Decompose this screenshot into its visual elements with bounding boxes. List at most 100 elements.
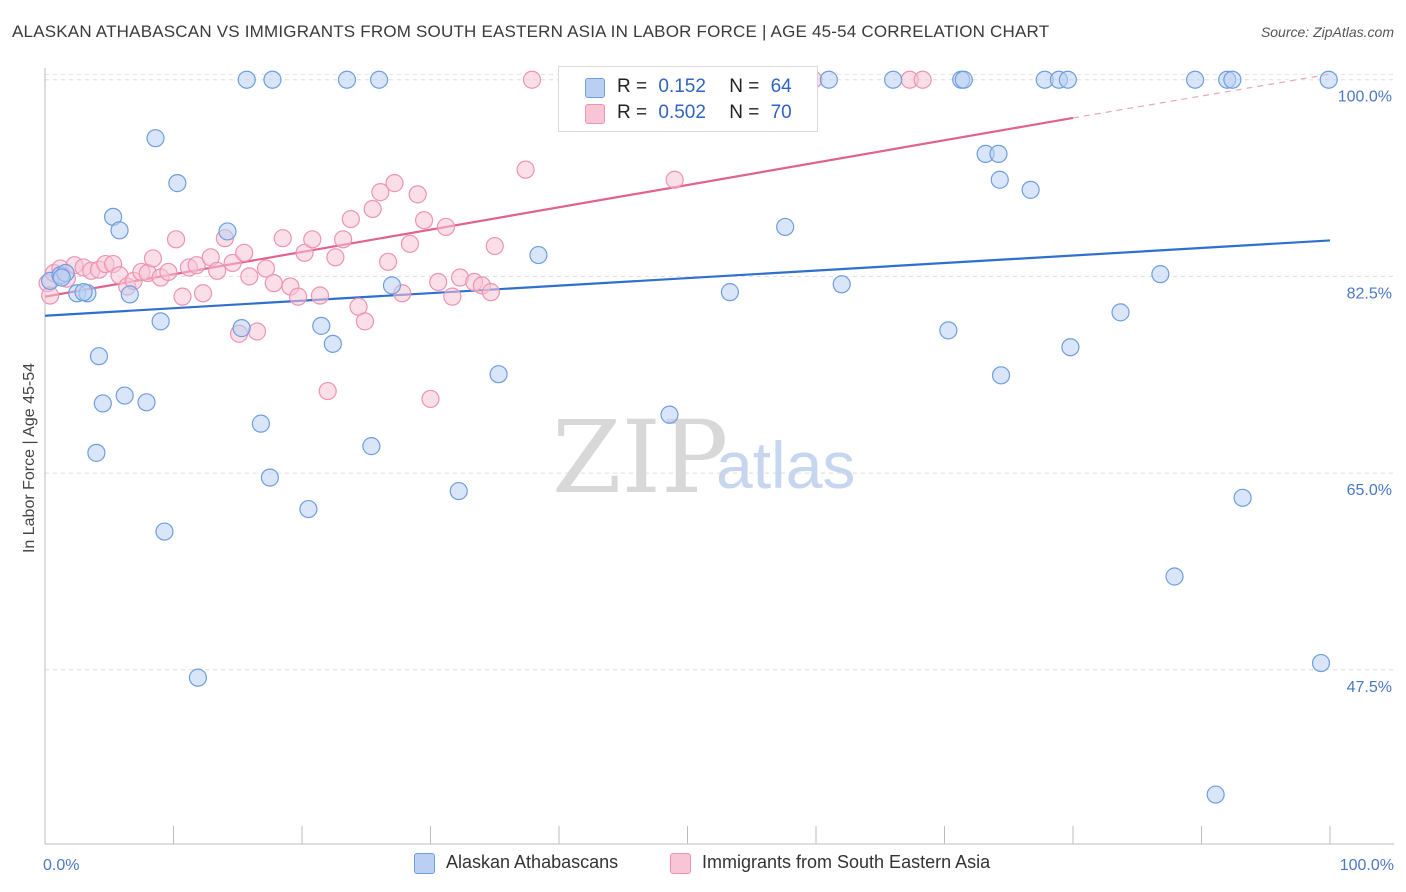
data-point — [660, 405, 679, 424]
data-point — [52, 268, 71, 287]
data-point — [264, 274, 283, 293]
data-point — [522, 70, 542, 89]
data-point — [137, 393, 156, 412]
data-point — [436, 217, 456, 237]
legend-n-value: 70 — [770, 102, 792, 123]
data-point — [485, 236, 504, 256]
data-point — [155, 522, 174, 541]
y-tick-label: 47.5% — [1347, 679, 1392, 696]
legend-swatch-pink — [670, 853, 691, 874]
data-point — [168, 174, 187, 193]
data-point — [188, 668, 208, 687]
y-tick-label: 65.0% — [1347, 482, 1392, 499]
data-point — [166, 230, 186, 249]
legend-n-value: 64 — [770, 76, 792, 97]
legend-swatch-pink — [585, 104, 605, 124]
data-point — [159, 262, 178, 282]
data-point — [370, 70, 389, 89]
data-point — [334, 230, 353, 249]
data-point — [776, 217, 795, 237]
data-point — [187, 256, 206, 275]
data-point — [1311, 653, 1331, 673]
data-point — [382, 276, 402, 295]
data-point — [443, 287, 462, 306]
data-point — [208, 261, 227, 280]
data-point — [120, 285, 139, 304]
data-point — [223, 253, 242, 273]
data-point — [337, 70, 357, 89]
data-point — [289, 287, 308, 306]
data-point — [665, 170, 684, 189]
data-point — [371, 183, 390, 202]
data-point — [913, 70, 932, 89]
data-point — [481, 283, 500, 302]
data-point — [235, 243, 254, 262]
data-point — [295, 243, 314, 262]
source-credit: Source: ZipAtlas.com — [1260, 24, 1394, 40]
data-point — [939, 321, 958, 340]
legend-r-value: 0.152 — [658, 76, 706, 97]
data-point — [93, 394, 112, 413]
data-point — [429, 272, 448, 292]
data-point — [193, 284, 213, 303]
data-point — [218, 222, 237, 241]
data-point — [1061, 338, 1080, 357]
data-point — [110, 221, 129, 240]
data-point — [378, 252, 398, 271]
data-point — [1165, 567, 1184, 586]
data-point — [87, 443, 106, 462]
legend-r-label: R = — [617, 76, 648, 97]
y-axis-title: In Labor Force | Age 45-54 — [21, 363, 38, 553]
data-point — [720, 283, 740, 302]
data-point — [240, 267, 259, 286]
data-point — [299, 499, 318, 519]
data-point — [74, 283, 93, 302]
x-tick-label: 100.0% — [1340, 857, 1394, 874]
data-point — [883, 70, 903, 89]
data-point — [146, 129, 165, 148]
data-point — [115, 386, 134, 405]
data-point — [232, 319, 251, 338]
legend-r-value: 0.502 — [658, 102, 706, 123]
data-point — [263, 70, 282, 89]
data-point — [1319, 70, 1338, 89]
data-point — [414, 211, 434, 230]
data-point — [341, 209, 360, 229]
data-point — [89, 347, 109, 366]
legend-r-label: R = — [617, 102, 648, 123]
data-point — [318, 381, 337, 401]
data-point — [990, 170, 1009, 189]
data-point — [819, 70, 838, 89]
data-point — [173, 287, 192, 306]
data-point — [303, 230, 322, 249]
y-tick-label: 100.0% — [1338, 89, 1392, 106]
series-name: Immigrants from South Eastern Asia — [702, 852, 991, 872]
y-tick-label: 82.5% — [1347, 285, 1392, 302]
data-point — [421, 389, 440, 409]
data-point — [310, 286, 330, 305]
axes — [44, 68, 1394, 845]
x-tick-label: 0.0% — [43, 857, 79, 874]
data-point — [326, 248, 345, 267]
data-point — [1021, 180, 1040, 199]
data-point — [408, 185, 427, 204]
data-point — [260, 468, 279, 487]
data-point — [1111, 303, 1130, 322]
data-point — [143, 249, 163, 268]
data-point — [251, 414, 270, 433]
data-point — [1223, 70, 1242, 89]
data-point — [273, 229, 292, 248]
data-point — [449, 481, 468, 501]
data-point — [247, 322, 267, 341]
data-point — [1151, 265, 1170, 284]
data-point — [237, 70, 256, 89]
legend-swatch-blue — [414, 853, 435, 874]
data-point — [989, 144, 1008, 163]
data-point — [1185, 70, 1205, 89]
grid-lines — [45, 73, 1394, 671]
data-point — [400, 234, 420, 253]
data-point — [516, 160, 535, 179]
legend-n-label: N = — [729, 102, 760, 123]
data-point — [832, 275, 851, 294]
chart-title: ALASKAN ATHABASCAN VS IMMIGRANTS FROM SO… — [12, 22, 1050, 41]
